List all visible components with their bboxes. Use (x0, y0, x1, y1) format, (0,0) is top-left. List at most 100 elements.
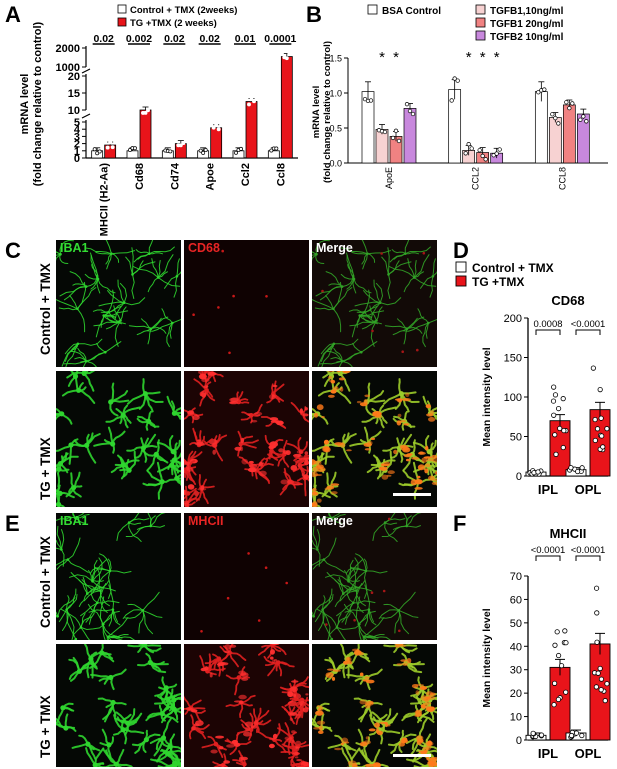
micrograph-image (184, 371, 309, 507)
data-point (579, 732, 585, 739)
data-point (95, 151, 100, 156)
micrograph-c-merge-control (312, 240, 437, 367)
data-point (556, 121, 561, 126)
micrograph-image (56, 513, 166, 640)
bar (403, 108, 417, 164)
data-point (553, 451, 559, 457)
legend-swatch (367, 4, 378, 15)
significance-star: * (466, 49, 472, 66)
data-point (552, 432, 558, 438)
data-point (407, 108, 413, 114)
y-tick-label: 1000 (56, 62, 80, 74)
micrograph-e-iba1-tg (56, 644, 181, 767)
data-point (452, 76, 457, 81)
significance-star: * (379, 49, 385, 66)
data-point (538, 732, 545, 738)
panel-label-d: D (453, 238, 469, 263)
bar (139, 109, 152, 159)
y-tick-label: 3 (74, 131, 80, 143)
data-point (382, 129, 388, 135)
data-point (600, 444, 606, 450)
y-tick-label: 0 (516, 471, 522, 483)
legend-swatch (475, 30, 486, 41)
data-point (570, 101, 575, 106)
p-value: 0.01 (235, 33, 256, 45)
legend-swatch (455, 275, 467, 287)
data-point (404, 102, 410, 107)
p-value: 0.002 (126, 33, 152, 45)
panel-label-f: F (453, 511, 467, 536)
p-value: <0.0001 (571, 319, 606, 330)
data-point (593, 585, 600, 591)
data-point (390, 135, 396, 141)
data-point (97, 149, 102, 154)
data-point (530, 730, 536, 736)
x-tick-label: Cd74 (169, 162, 181, 190)
data-point (463, 151, 468, 156)
data-point (551, 384, 557, 390)
data-point (568, 465, 574, 471)
panel-label-e: E (5, 511, 20, 536)
p-value: 0.02 (199, 33, 220, 45)
bar (375, 129, 389, 164)
micrograph-e-merge-control (312, 513, 437, 640)
micrograph-image (312, 240, 437, 367)
x-tick-label: Apoe (205, 163, 217, 191)
significance-bracket (575, 555, 601, 561)
data-point (598, 687, 604, 693)
significance-bracket (535, 329, 561, 335)
y-tick-label: 2000 (56, 43, 80, 55)
y-tick-label: 20 (510, 688, 522, 700)
data-point (551, 412, 557, 418)
chart-d: CD68 0 50 100 150 200 Mean intensity level Cont… (455, 261, 611, 497)
legend-label: TGFB1 20ng/ml (490, 19, 564, 30)
row-label-control-e: Control + TMX (38, 536, 53, 628)
data-point (550, 112, 555, 117)
y-axis-label: Mean intensity level (481, 347, 493, 446)
x-tick-label: IPL (538, 746, 558, 761)
data-point (201, 150, 206, 155)
p-value: 0.0001 (264, 33, 296, 45)
data-point (567, 105, 572, 111)
x-tick-label: MHCII (H2-Aa) (99, 163, 111, 236)
y-axis-label: (fold change relative to control) (322, 41, 333, 183)
data-point (550, 398, 557, 404)
data-point (466, 142, 471, 147)
legend-label: TG +TMX (472, 275, 524, 289)
data-point (560, 396, 566, 402)
data-point (249, 97, 254, 102)
data-point (239, 146, 243, 151)
p-value: <0.0001 (531, 545, 566, 556)
significance-bracket (575, 329, 601, 335)
legend-label: TGFB2 10ng/ml (490, 32, 564, 43)
panel-label-b: B (306, 2, 322, 27)
data-point (552, 680, 558, 686)
data-point (599, 433, 605, 439)
data-point (555, 652, 562, 659)
x-tick-label: Cd68 (134, 163, 146, 190)
y-tick-label: 100 (504, 392, 522, 404)
y-tick-label: 1.5 (329, 54, 342, 64)
micrograph-c-iba1-tg (56, 371, 181, 507)
legend-swatch (117, 4, 127, 14)
data-point (542, 87, 547, 92)
bar (210, 127, 223, 159)
legend-swatch (455, 261, 467, 273)
micrograph-image (312, 644, 437, 767)
data-point (110, 145, 115, 150)
data-point (561, 427, 567, 434)
y-tick-label: 50 (510, 432, 522, 444)
micrograph-image (56, 240, 181, 367)
y-tick-label: 20 (68, 71, 80, 83)
data-point (597, 387, 603, 393)
data-point (477, 148, 482, 153)
row-label-tg: TG + TMX (38, 437, 53, 500)
chart-title: MHCII (550, 526, 587, 541)
y-tick-label: 10 (68, 105, 80, 117)
y-tick-label: 70 (510, 571, 522, 583)
y-tick-label: 0 (516, 735, 522, 747)
data-point (555, 405, 562, 412)
micrograph-image (184, 513, 309, 640)
data-point (564, 100, 569, 105)
data-point (563, 640, 569, 646)
